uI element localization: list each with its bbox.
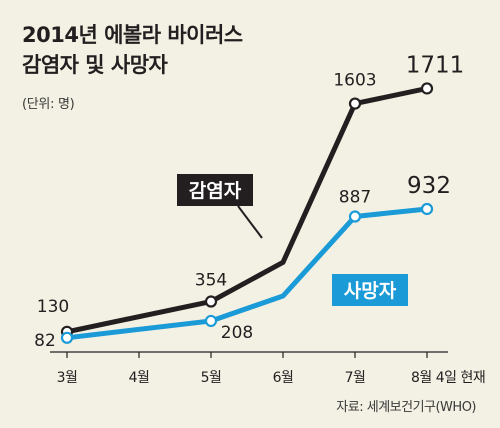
data-label: 354: [195, 271, 227, 291]
x-tick-label: 7월: [345, 370, 366, 386]
series-line-deaths: [66, 206, 428, 341]
legend-box-infected: [177, 174, 253, 206]
unit-note: (단위: 명): [22, 97, 75, 112]
data-point-deaths: [420, 202, 434, 216]
data-point-infected: [420, 82, 434, 95]
data-label: 82: [34, 331, 56, 351]
data-point-infected: [204, 295, 218, 308]
data-label: 1603: [333, 71, 376, 91]
legend-label-deaths: 사망자: [344, 280, 397, 302]
data-label: 208: [221, 323, 253, 343]
legend-pointer: [237, 205, 263, 239]
data-point-deaths: [348, 210, 362, 223]
title-line-2: 감염자 및 사망자: [22, 53, 168, 77]
legend-box-deaths: [332, 274, 408, 306]
series-line-infected: [66, 86, 428, 335]
title-line-1: 2014년 에볼라 바이러스: [22, 23, 243, 47]
x-tick-label: 6월: [273, 370, 294, 386]
data-point-infected: [348, 97, 362, 110]
x-tick-label: 4월: [129, 370, 150, 386]
data-point-deaths: [204, 314, 218, 328]
data-label: 887: [339, 188, 371, 208]
data-label: 1711: [406, 52, 465, 78]
x-tick-label: 8월 4일 현재: [411, 370, 485, 386]
data-point-deaths: [60, 331, 74, 344]
source-note: 자료: 세계보건기구(WHO): [336, 400, 476, 415]
chart-title: 2014년 에볼라 바이러스 감염자 및 사망자: [22, 20, 243, 80]
x-tick-label: 3월: [57, 370, 78, 386]
legend-label-infected: 감염자: [189, 180, 242, 202]
x-tick-label: 5월: [201, 370, 222, 386]
data-label: 130: [37, 297, 69, 317]
data-label: 932: [407, 173, 451, 199]
